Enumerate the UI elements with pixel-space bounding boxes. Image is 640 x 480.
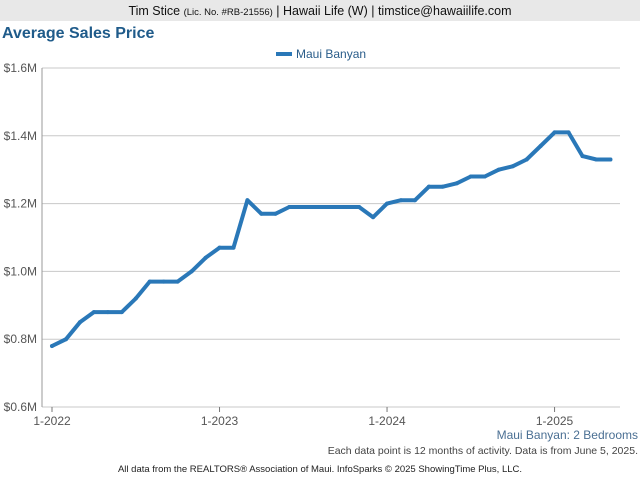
data-point[interactable] — [385, 201, 390, 206]
data-point[interactable] — [287, 204, 292, 209]
data-point[interactable] — [482, 174, 487, 179]
data-note: Each data point is 12 months of activity… — [327, 445, 638, 457]
data-point[interactable] — [217, 245, 222, 250]
data-point[interactable] — [301, 204, 306, 209]
data-point[interactable] — [524, 157, 529, 162]
data-point[interactable] — [496, 167, 501, 172]
data-point[interactable] — [454, 181, 459, 186]
data-point[interactable] — [468, 174, 473, 179]
data-point[interactable] — [371, 215, 376, 220]
data-point[interactable] — [412, 198, 417, 203]
y-tick-label: $1.2M — [4, 197, 37, 211]
data-point[interactable] — [426, 184, 431, 189]
data-point[interactable] — [538, 143, 543, 148]
data-point[interactable] — [91, 310, 96, 315]
data-point[interactable] — [105, 310, 110, 315]
data-point[interactable] — [50, 343, 54, 348]
x-tick-label: 1-2024 — [368, 414, 406, 428]
data-point[interactable] — [273, 211, 278, 216]
data-point[interactable] — [357, 204, 362, 209]
agent-contact: | Hawaii Life (W) | timstice@hawaiilife.… — [276, 4, 512, 18]
footer-credit: All data from the REALTORS® Association … — [117, 464, 523, 475]
license-number: (Lic. No. #RB-21556) — [183, 7, 273, 18]
data-point[interactable] — [231, 245, 236, 250]
agent-name: Tim Stice — [128, 4, 181, 18]
grid-lines — [41, 67, 620, 408]
data-point[interactable] — [566, 130, 571, 135]
data-point[interactable] — [133, 296, 138, 301]
data-point[interactable] — [161, 279, 166, 284]
agent-header-bar: Tim Stice (Lic. No. #RB-21556) | Hawaii … — [0, 0, 640, 21]
y-tick-label: $1.0M — [4, 264, 37, 278]
data-point[interactable] — [175, 279, 180, 284]
data-point[interactable] — [440, 184, 445, 189]
data-point[interactable] — [343, 204, 348, 209]
data-point[interactable] — [259, 211, 264, 216]
data-point[interactable] — [189, 269, 194, 274]
data-point[interactable] — [594, 157, 599, 162]
x-tick-label: 1-2022 — [33, 414, 71, 428]
x-tick-label: 1-2025 — [536, 414, 574, 428]
data-point[interactable] — [203, 255, 208, 260]
y-axis-ticks: $0.6M $0.8M $1.0M $1.2M $1.4M $1.6M — [4, 61, 37, 414]
y-tick-label: $1.6M — [4, 61, 37, 75]
chart-title: Average Sales Price — [2, 25, 155, 42]
y-tick-label: $0.6M — [4, 400, 37, 414]
data-point[interactable] — [63, 337, 68, 342]
data-point[interactable] — [510, 164, 515, 169]
data-point[interactable] — [399, 198, 403, 203]
series-line-maui-banyan — [50, 130, 613, 348]
y-tick-label: $0.8M — [4, 332, 37, 346]
y-tick-label: $1.4M — [4, 129, 37, 143]
chart-subtitle: Maui Banyan: 2 Bedrooms — [496, 428, 638, 442]
data-point[interactable] — [315, 204, 320, 209]
data-point[interactable] — [147, 279, 152, 284]
legend[interactable]: Maui Banyan — [276, 47, 366, 61]
x-tick-label: 1-2023 — [201, 414, 239, 428]
data-point[interactable] — [580, 154, 585, 159]
legend-label: Maui Banyan — [296, 47, 366, 61]
data-point[interactable] — [608, 157, 613, 162]
data-point[interactable] — [245, 198, 250, 203]
x-axis-ticks: 1-2022 1-2023 1-2024 1-2025 — [33, 407, 574, 428]
data-point[interactable] — [552, 130, 557, 135]
series-layer — [50, 130, 613, 348]
data-point[interactable] — [77, 320, 82, 325]
data-point[interactable] — [329, 204, 334, 209]
data-point[interactable] — [119, 310, 124, 315]
